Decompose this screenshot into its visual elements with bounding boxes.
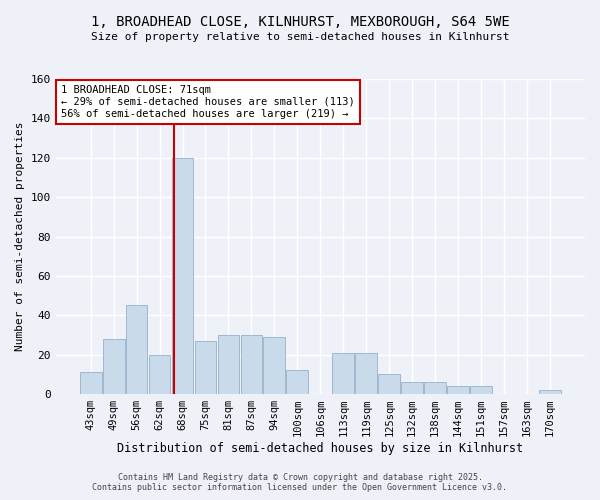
X-axis label: Distribution of semi-detached houses by size in Kilnhurst: Distribution of semi-detached houses by … xyxy=(117,442,523,455)
Y-axis label: Number of semi-detached properties: Number of semi-detached properties xyxy=(15,122,25,352)
Text: 1 BROADHEAD CLOSE: 71sqm
← 29% of semi-detached houses are smaller (113)
56% of : 1 BROADHEAD CLOSE: 71sqm ← 29% of semi-d… xyxy=(61,86,355,118)
Bar xyxy=(194,341,217,394)
Text: Size of property relative to semi-detached houses in Kilnhurst: Size of property relative to semi-detach… xyxy=(91,32,509,42)
Bar xyxy=(80,372,101,394)
Bar xyxy=(470,386,492,394)
Bar xyxy=(539,390,561,394)
Bar xyxy=(241,335,262,394)
Text: Contains HM Land Registry data © Crown copyright and database right 2025.
Contai: Contains HM Land Registry data © Crown c… xyxy=(92,473,508,492)
Bar xyxy=(332,352,354,394)
Bar xyxy=(125,306,148,394)
Bar xyxy=(263,337,286,394)
Bar xyxy=(447,386,469,394)
Bar xyxy=(379,374,400,394)
Bar xyxy=(424,382,446,394)
Bar xyxy=(172,158,193,394)
Bar xyxy=(218,335,239,394)
Bar xyxy=(149,354,170,394)
Bar xyxy=(103,339,125,394)
Bar xyxy=(286,370,308,394)
Text: 1, BROADHEAD CLOSE, KILNHURST, MEXBOROUGH, S64 5WE: 1, BROADHEAD CLOSE, KILNHURST, MEXBOROUG… xyxy=(91,15,509,29)
Bar xyxy=(355,352,377,394)
Bar xyxy=(401,382,423,394)
